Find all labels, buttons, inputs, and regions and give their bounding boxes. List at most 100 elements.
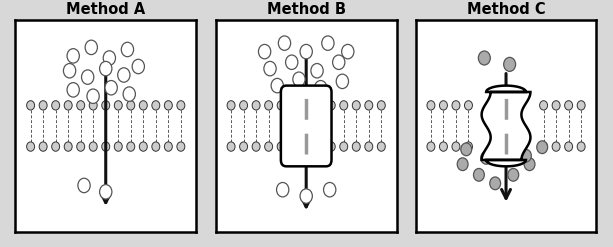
Circle shape — [177, 101, 185, 110]
Circle shape — [478, 51, 490, 65]
FancyBboxPatch shape — [281, 86, 332, 166]
Circle shape — [132, 59, 145, 74]
Circle shape — [311, 63, 323, 78]
Circle shape — [77, 101, 85, 110]
Circle shape — [85, 40, 97, 55]
Circle shape — [539, 101, 547, 110]
Circle shape — [336, 74, 349, 89]
Circle shape — [39, 142, 47, 151]
Circle shape — [300, 44, 313, 59]
Circle shape — [340, 101, 348, 110]
Circle shape — [139, 142, 147, 151]
Circle shape — [365, 101, 373, 110]
Circle shape — [39, 101, 47, 110]
Circle shape — [227, 101, 235, 110]
Circle shape — [465, 101, 473, 110]
Circle shape — [427, 142, 435, 151]
Title: Method A: Method A — [66, 2, 145, 17]
Circle shape — [102, 142, 110, 151]
Circle shape — [277, 101, 285, 110]
Circle shape — [440, 101, 447, 110]
Circle shape — [51, 101, 59, 110]
Circle shape — [577, 142, 585, 151]
Circle shape — [333, 55, 345, 69]
Circle shape — [118, 68, 130, 82]
Circle shape — [508, 168, 519, 181]
Circle shape — [565, 142, 573, 151]
Circle shape — [227, 142, 235, 151]
Circle shape — [552, 142, 560, 151]
Title: Method C: Method C — [466, 2, 546, 17]
Circle shape — [139, 101, 147, 110]
Circle shape — [461, 143, 471, 156]
Circle shape — [452, 101, 460, 110]
Circle shape — [121, 42, 134, 57]
Circle shape — [271, 78, 283, 93]
Circle shape — [252, 142, 260, 151]
Circle shape — [78, 178, 90, 193]
Circle shape — [82, 70, 94, 84]
Circle shape — [63, 63, 76, 78]
Circle shape — [152, 101, 160, 110]
Circle shape — [67, 83, 79, 97]
Circle shape — [102, 101, 110, 110]
Circle shape — [427, 101, 435, 110]
Polygon shape — [482, 86, 530, 166]
Circle shape — [265, 101, 273, 110]
Circle shape — [114, 142, 122, 151]
Circle shape — [89, 101, 97, 110]
Circle shape — [99, 185, 112, 199]
Circle shape — [501, 143, 511, 156]
Circle shape — [51, 142, 59, 151]
Circle shape — [365, 142, 373, 151]
Circle shape — [240, 101, 248, 110]
Circle shape — [240, 142, 248, 151]
Circle shape — [352, 101, 360, 110]
Circle shape — [537, 141, 547, 154]
Circle shape — [504, 57, 516, 71]
Circle shape — [293, 72, 305, 86]
Circle shape — [322, 36, 334, 50]
Circle shape — [64, 142, 72, 151]
Circle shape — [77, 142, 85, 151]
Circle shape — [64, 101, 72, 110]
Circle shape — [524, 158, 535, 171]
Circle shape — [552, 101, 560, 110]
Circle shape — [481, 151, 492, 164]
Circle shape — [127, 101, 135, 110]
Circle shape — [457, 158, 468, 171]
Circle shape — [327, 101, 335, 110]
Circle shape — [277, 142, 285, 151]
Circle shape — [539, 142, 547, 151]
Circle shape — [265, 142, 273, 151]
Circle shape — [324, 183, 336, 197]
Circle shape — [26, 142, 34, 151]
Circle shape — [89, 142, 97, 151]
Circle shape — [87, 89, 99, 103]
Title: Method B: Method B — [267, 2, 346, 17]
Circle shape — [327, 142, 335, 151]
Circle shape — [164, 101, 172, 110]
Circle shape — [465, 142, 473, 151]
Circle shape — [378, 101, 386, 110]
Circle shape — [152, 142, 160, 151]
Circle shape — [473, 168, 484, 181]
Circle shape — [341, 44, 354, 59]
Circle shape — [314, 81, 327, 95]
Circle shape — [300, 189, 313, 203]
Circle shape — [565, 101, 573, 110]
Circle shape — [252, 101, 260, 110]
Circle shape — [127, 142, 135, 151]
Circle shape — [177, 142, 185, 151]
Circle shape — [452, 142, 460, 151]
Circle shape — [278, 36, 291, 50]
Circle shape — [114, 101, 122, 110]
Circle shape — [276, 183, 289, 197]
Circle shape — [352, 142, 360, 151]
Circle shape — [340, 142, 348, 151]
Circle shape — [440, 142, 447, 151]
Circle shape — [378, 142, 386, 151]
Circle shape — [577, 101, 585, 110]
Circle shape — [26, 101, 34, 110]
Circle shape — [99, 62, 112, 76]
